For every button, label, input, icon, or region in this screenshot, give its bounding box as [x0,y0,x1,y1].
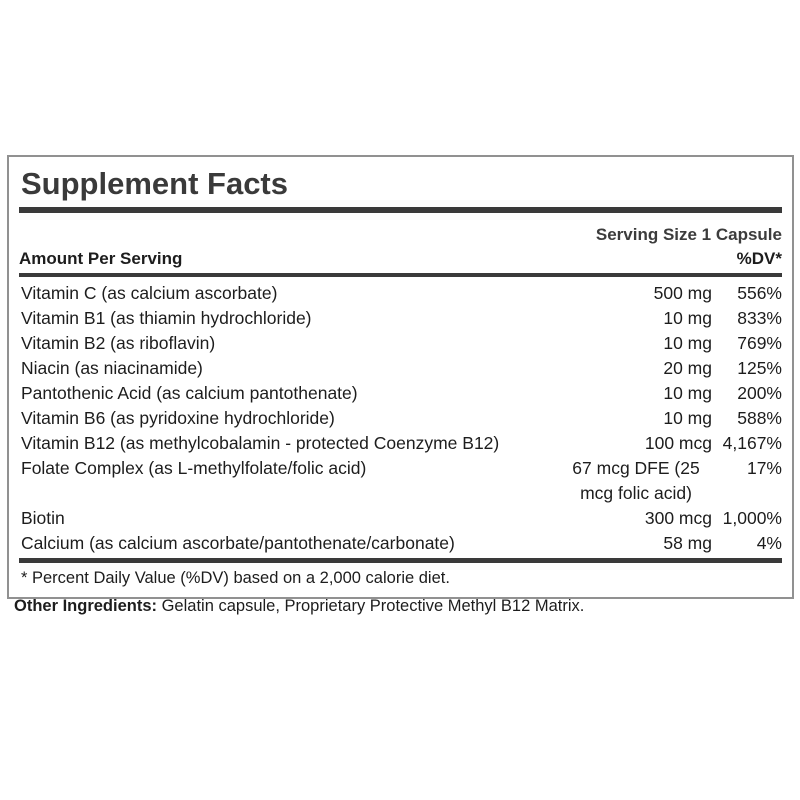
table-row: Calcium (as calcium ascorbate/pantothena… [19,531,782,556]
nutrient-name: Niacin (as niacinamide) [21,358,203,378]
amount-per-serving-header: Amount Per Serving [19,249,183,268]
table-row: Vitamin B12 (as methylcobalamin - protec… [19,431,782,456]
nutrient-amount: 10 mg [663,408,712,428]
nutrient-amount: 10 mg [663,333,712,353]
nutrient-amount: 100 mcg [644,433,712,453]
table-row: Vitamin C (as calcium ascorbate) 500 mg … [19,281,782,306]
panel-title: Supplement Facts [21,166,288,201]
serving-size: Serving Size 1 Capsule [595,225,782,244]
table-row: Vitamin B6 (as pyridoxine hydrochloride)… [19,406,782,431]
nutrient-name: Vitamin C (as calcium ascorbate) [21,283,278,303]
nutrient-name: Calcium (as calcium ascorbate/pantothena… [21,533,455,553]
nutrient-name: Vitamin B12 (as methylcobalamin - protec… [21,433,500,453]
nutrient-name: Biotin [21,508,65,528]
table-row: Pantothenic Acid (as calcium pantothenat… [19,381,782,406]
table-row: Biotin 300 mcg 1,000% [19,506,782,531]
nutrient-dv: 4,167% [722,433,782,453]
nutrient-dv: 833% [737,308,782,328]
footnote-divider [19,558,782,563]
nutrient-dv: 4% [756,533,782,553]
nutrient-name: Pantothenic Acid (as calcium pantothenat… [21,383,358,403]
nutrient-amount: 300 mcg [644,508,712,528]
nutrient-name: Vitamin B6 (as pyridoxine hydrochloride) [21,408,335,428]
nutrient-dv: 200% [737,383,782,403]
other-ingredients-label: Other Ingredients: [14,597,158,615]
table-row: Vitamin B2 (as riboflavin) 10 mg 769% [19,331,782,356]
nutrient-dv: 17% [746,458,782,478]
header-divider [19,273,782,277]
nutrient-dv: 588% [737,408,782,428]
table-row: Folate Complex (as L-methylfolate/folic … [19,456,782,506]
nutrient-amount: 10 mg [663,383,712,403]
table-row: Vitamin B1 (as thiamin hydrochloride) 10… [19,306,782,331]
nutrient-amount: 67 mcg DFE (25 mcg folic acid) [572,458,700,503]
table-header: Amount Per Serving %DV* [19,248,782,270]
nutrient-name: Vitamin B1 (as thiamin hydrochloride) [21,308,312,328]
nutrient-name: Vitamin B2 (as riboflavin) [21,333,216,353]
other-ingredients: Other Ingredients: Gelatin capsule, Prop… [14,595,584,617]
nutrient-amount: 20 mg [663,358,712,378]
title-divider [19,207,782,213]
nutrient-dv: 769% [737,333,782,353]
nutrient-dv: 1,000% [722,508,782,528]
nutrient-amount: 500 mg [653,283,712,303]
nutrient-amount: 58 mg [663,533,712,553]
table-row: Niacin (as niacinamide) 20 mg 125% [19,356,782,381]
dv-header: %DV* [736,249,782,268]
nutrient-table: Vitamin C (as calcium ascorbate) 500 mg … [19,281,782,556]
dv-footnote: * Percent Daily Value (%DV) based on a 2… [21,569,450,587]
other-ingredients-text: Gelatin capsule, Proprietary Protective … [157,597,585,615]
nutrient-dv: 556% [737,283,782,303]
supplement-facts-panel: Supplement Facts Serving Size 1 Capsule … [7,155,794,599]
nutrient-name: Folate Complex (as L-methylfolate/folic … [21,458,367,478]
nutrient-dv: 125% [737,358,782,378]
nutrient-amount: 10 mg [663,308,712,328]
